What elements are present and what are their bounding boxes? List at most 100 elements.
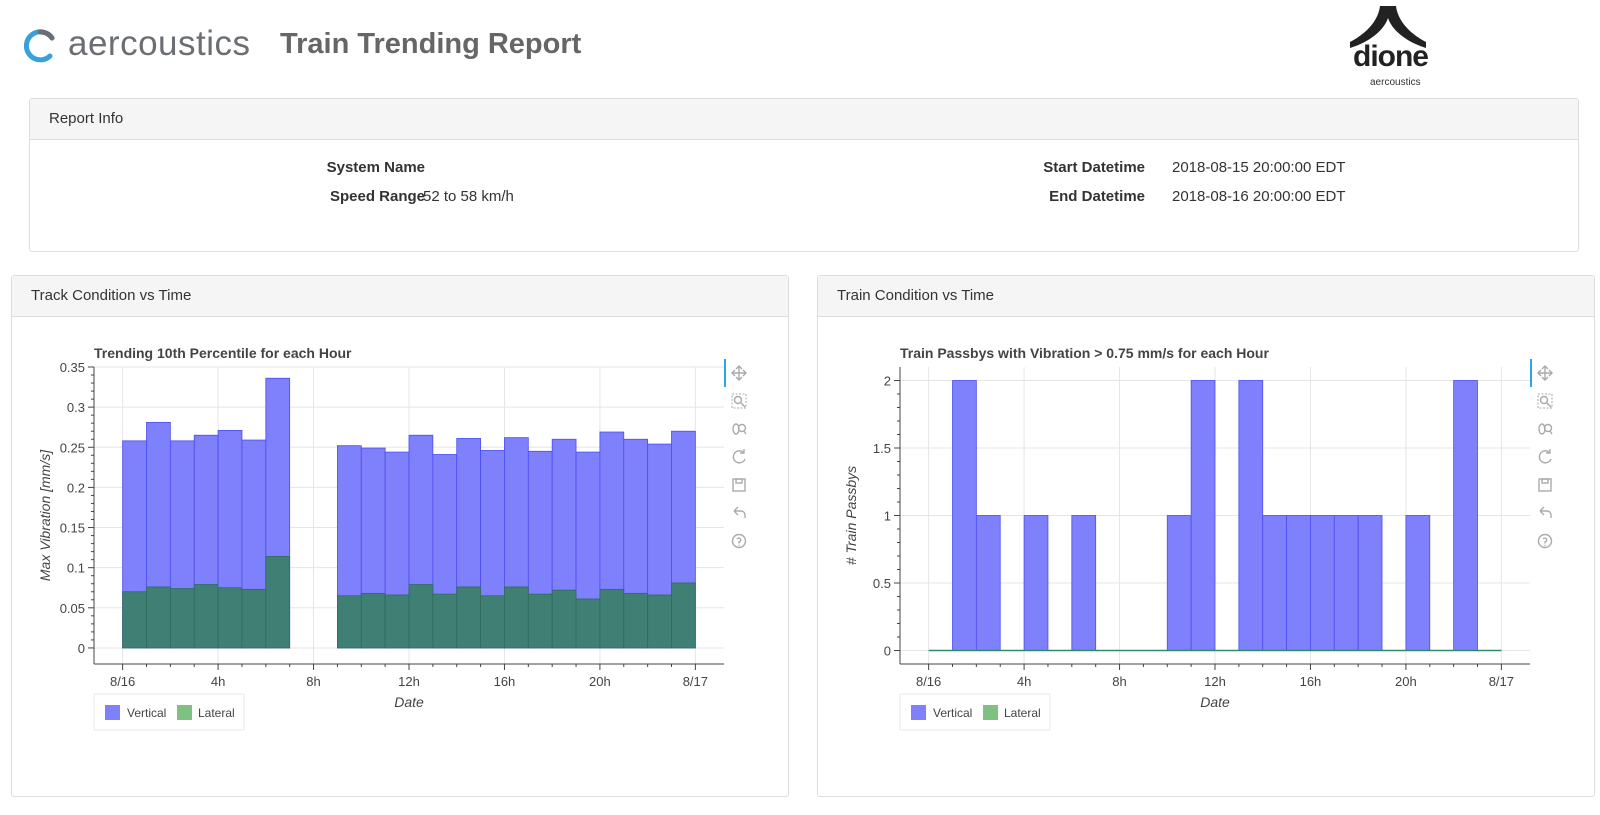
pan-icon[interactable] bbox=[1537, 365, 1553, 381]
track-y-tick-label: 0 bbox=[78, 641, 85, 656]
train-y-tick-label: 2 bbox=[884, 374, 891, 389]
undo-icon[interactable] bbox=[733, 506, 746, 518]
speed-range-value: 52 to 58 km/h bbox=[423, 188, 514, 205]
train-vertical-bar bbox=[1023, 515, 1049, 651]
train-condition-heading: Train Condition vs Time bbox=[818, 276, 1594, 317]
track-lateral-bar bbox=[480, 595, 505, 649]
reset-icon[interactable] bbox=[732, 449, 746, 464]
train-vertical-bar bbox=[1357, 515, 1383, 651]
undo-icon[interactable] bbox=[1539, 506, 1552, 518]
track-lateral-bar bbox=[432, 593, 458, 649]
train-x-axis-label: Date bbox=[1200, 694, 1230, 710]
page-title: Train Trending Report bbox=[280, 28, 582, 60]
train-vertical-bar bbox=[1071, 515, 1097, 651]
track-x-tick-label: 12h bbox=[398, 674, 420, 689]
train-x-tick-label: 12h bbox=[1204, 674, 1226, 689]
brand-name: aercoustics bbox=[68, 24, 251, 63]
pan-icon[interactable] bbox=[731, 365, 747, 381]
track-lateral-bar bbox=[169, 588, 195, 649]
start-datetime-label: Start Datetime bbox=[1043, 159, 1145, 176]
wheel-zoom-icon[interactable] bbox=[1538, 423, 1553, 435]
train-y-tick-label: 0 bbox=[884, 644, 891, 659]
train-vertical-bar bbox=[1333, 515, 1359, 651]
track-y-tick-label: 0.05 bbox=[60, 601, 85, 616]
track-lateral-bar bbox=[265, 556, 291, 649]
end-datetime-label: End Datetime bbox=[1049, 188, 1145, 205]
track-y-axis-label: Max Vibration [mm/s] bbox=[37, 449, 53, 581]
train-vertical-bar bbox=[1166, 515, 1192, 651]
box-zoom-icon[interactable] bbox=[1537, 393, 1553, 409]
track-legend-swatch-vertical bbox=[105, 705, 120, 720]
track-condition-panel: Track Condition vs Time Trending 10th Pe… bbox=[11, 275, 789, 797]
wheel-zoom-icon[interactable] bbox=[732, 423, 747, 435]
train-legend-swatch-lateral bbox=[983, 705, 998, 720]
train-x-tick-label: 8/16 bbox=[916, 674, 941, 689]
track-lateral-bar bbox=[337, 595, 362, 649]
track-condition-chart[interactable]: Trending 10th Percentile for each Hour 0 0… bbox=[12, 317, 786, 795]
train-vertical-bar bbox=[1190, 380, 1216, 651]
train-vertical-bar bbox=[1286, 515, 1311, 651]
track-lateral-bar bbox=[575, 598, 601, 649]
track-y-tick-label: 0.35 bbox=[60, 360, 85, 375]
track-x-axis-label: Date bbox=[394, 694, 424, 710]
track-lateral-bar bbox=[408, 584, 434, 649]
train-legend-label-lateral: Lateral bbox=[1004, 706, 1041, 720]
dione-logo-icon bbox=[1350, 6, 1426, 48]
track-lateral-bar bbox=[360, 592, 386, 649]
train-y-tick-label: 1.5 bbox=[873, 441, 891, 456]
partner-logo-subtext: aercoustics bbox=[1370, 77, 1421, 88]
track-legend-swatch-lateral bbox=[177, 705, 192, 720]
track-y-tick-label: 0.1 bbox=[67, 561, 85, 576]
train-vertical-bar bbox=[1238, 380, 1264, 651]
track-lateral-bar bbox=[217, 587, 243, 649]
train-x-tick-label: 20h bbox=[1395, 674, 1417, 689]
train-legend-label-vertical: Vertical bbox=[933, 706, 972, 720]
track-lateral-bar bbox=[241, 588, 267, 649]
track-y-tick-label: 0.25 bbox=[60, 440, 85, 455]
train-condition-chart[interactable]: Train Passbys with Vibration > 0.75 mm/s… bbox=[818, 317, 1592, 795]
save-icon[interactable] bbox=[732, 478, 746, 492]
partner-logo-text: dione bbox=[1353, 40, 1429, 73]
train-y-axis-label: # Train Passbys bbox=[843, 466, 859, 565]
train-vertical-bar bbox=[1310, 515, 1335, 651]
train-condition-panel: Train Condition vs Time Train Passbys wi… bbox=[817, 275, 1595, 797]
track-lateral-bar bbox=[527, 593, 553, 649]
system-name-label: System Name bbox=[326, 159, 425, 176]
track-lateral-bar bbox=[193, 584, 219, 649]
page-header: aercoustics Train Trending Report dione … bbox=[0, 0, 1600, 95]
track-lateral-bar bbox=[146, 586, 171, 649]
train-y-tick-label: 0.5 bbox=[873, 576, 891, 591]
help-icon[interactable] bbox=[1537, 533, 1553, 549]
train-x-tick-label: 8/17 bbox=[1489, 674, 1514, 689]
track-x-tick-label: 4h bbox=[211, 674, 225, 689]
train-chart-title: Train Passbys with Vibration > 0.75 mm/s… bbox=[900, 345, 1269, 361]
track-legend-label-vertical: Vertical bbox=[127, 706, 166, 720]
train-vertical-bar bbox=[1262, 515, 1287, 651]
track-lateral-bar bbox=[384, 594, 410, 649]
train-legend-swatch-vertical bbox=[911, 705, 926, 720]
report-info-panel: Report Info System Name Speed Range 52 t… bbox=[29, 98, 1579, 252]
track-lateral-bar bbox=[122, 591, 147, 649]
train-y-tick-label: 1 bbox=[884, 509, 891, 524]
track-lateral-bar bbox=[647, 594, 672, 649]
save-icon[interactable] bbox=[1538, 478, 1552, 492]
start-datetime-value: 2018-08-15 20:00:00 EDT bbox=[1172, 159, 1346, 176]
track-lateral-bar bbox=[623, 592, 649, 649]
report-info-heading: Report Info bbox=[30, 99, 1578, 140]
speed-range-label: Speed Range bbox=[329, 188, 425, 205]
box-zoom-icon[interactable] bbox=[731, 393, 747, 409]
track-chart-title: Trending 10th Percentile for each Hour bbox=[94, 345, 352, 361]
train-x-tick-label: 16h bbox=[1300, 674, 1322, 689]
track-lateral-bar bbox=[456, 586, 481, 649]
aercoustics-logo-icon bbox=[23, 29, 55, 63]
track-x-tick-label: 8/17 bbox=[683, 674, 708, 689]
track-lateral-bar bbox=[504, 586, 529, 649]
help-icon[interactable] bbox=[731, 533, 747, 549]
track-lateral-bar bbox=[599, 588, 625, 649]
track-lateral-bar bbox=[551, 589, 577, 649]
track-y-tick-label: 0.3 bbox=[67, 400, 85, 415]
reset-icon[interactable] bbox=[1538, 449, 1552, 464]
train-vertical-bar bbox=[952, 380, 977, 651]
train-vertical-bar bbox=[1405, 515, 1431, 651]
track-legend-label-lateral: Lateral bbox=[198, 706, 235, 720]
